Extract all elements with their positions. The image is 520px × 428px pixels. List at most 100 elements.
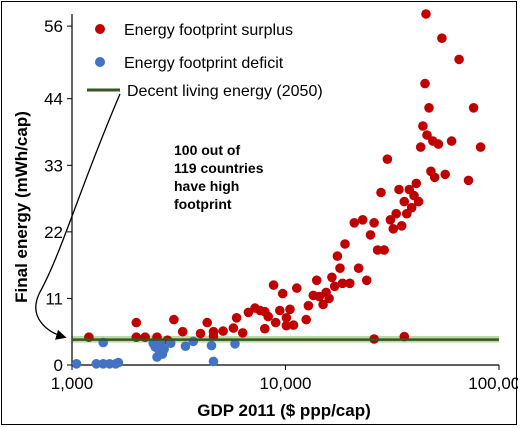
surplus-point — [421, 9, 431, 19]
deficit-point — [208, 356, 219, 367]
annotation-line-3: have high — [174, 178, 239, 194]
surplus-point — [369, 218, 379, 228]
y-tick-label: 33 — [44, 156, 63, 175]
deficit-point — [180, 341, 191, 352]
surplus-point — [285, 304, 295, 315]
annotation-arrow — [35, 93, 121, 340]
y-axis-title: Final energy (mWh/cap) — [12, 111, 31, 303]
surplus-point — [415, 142, 426, 152]
deficit-point — [91, 359, 102, 369]
legend-surplus-label: Energy footprint surplus — [124, 22, 293, 39]
surplus-point — [357, 215, 368, 225]
surplus-point — [424, 103, 434, 113]
legend-surplus-marker — [95, 24, 105, 34]
y-tick-label: 11 — [45, 289, 63, 308]
surplus-point — [292, 283, 302, 293]
surplus-point — [327, 272, 337, 283]
surplus-point — [446, 136, 457, 146]
surplus-point — [231, 313, 242, 323]
y-tick-label: 0 — [54, 356, 63, 375]
deficit-point — [113, 357, 124, 368]
surplus-point — [394, 184, 404, 195]
surplus-point — [281, 320, 292, 331]
surplus-point — [418, 121, 428, 131]
surplus-point — [131, 317, 142, 328]
surplus-point — [324, 293, 334, 304]
x-tick-label: 1,000 — [51, 374, 94, 393]
surplus-point — [345, 278, 355, 289]
surplus-point — [277, 288, 288, 299]
surplus-point — [440, 169, 451, 180]
legend: Energy footprint surplus Energy footprin… — [87, 22, 323, 100]
surplus-point — [318, 299, 328, 310]
deficit-point — [206, 340, 217, 351]
surplus-point — [429, 172, 440, 183]
surplus-point — [303, 300, 314, 311]
surplus-point — [382, 154, 393, 164]
surplus-point — [202, 317, 212, 328]
deficit-point — [230, 339, 240, 349]
surplus-point — [388, 224, 399, 234]
surplus-point — [288, 320, 299, 330]
legend-deficit-marker — [95, 57, 105, 67]
surplus-point — [376, 187, 386, 198]
y-tick-label: 56 — [44, 17, 63, 36]
surplus-point — [270, 317, 281, 328]
surplus-point — [361, 275, 372, 286]
surplus-point — [337, 278, 348, 289]
annotation-line-2: 119 countries — [174, 160, 264, 176]
surplus-point — [391, 208, 402, 219]
surplus-point — [260, 323, 270, 334]
surplus-point — [437, 33, 447, 43]
annotation-line-1: 100 out of — [174, 142, 240, 158]
surplus-point — [340, 239, 350, 249]
surplus-point — [413, 196, 424, 207]
surplus-point — [411, 178, 422, 189]
surplus-point — [169, 314, 179, 325]
annotation-line-4: footprint — [174, 196, 232, 212]
surplus-point — [335, 263, 345, 274]
legend-deficit-label: Energy footprint deficit — [124, 55, 284, 72]
deficit-point — [71, 359, 82, 369]
surplus-point — [353, 263, 364, 274]
surplus-point — [237, 328, 248, 338]
surplus-point — [329, 281, 340, 292]
surplus-point — [311, 275, 322, 286]
surplus-point — [275, 305, 285, 316]
deficit-point — [188, 336, 199, 347]
surplus-point — [332, 251, 343, 261]
surplus-point — [399, 196, 410, 207]
surplus-point — [228, 323, 239, 333]
surplus-point — [301, 314, 312, 325]
surplus-point — [372, 245, 383, 255]
surplus-point — [281, 313, 292, 323]
surplus-point — [365, 230, 376, 240]
annotation-note: 100 out of 119 countries have high footp… — [174, 142, 264, 212]
x-axis-title: GDP 2011 ($ ppp/cap) — [197, 401, 371, 420]
surplus-point — [454, 54, 464, 65]
surplus-point — [475, 142, 486, 152]
surplus-point — [177, 326, 188, 337]
surplus-point — [379, 245, 390, 255]
surplus-point — [268, 280, 279, 290]
surplus-point — [422, 130, 432, 140]
surplus-point — [420, 78, 430, 89]
surplus-point — [349, 218, 360, 228]
legend-reference-label: Decent living energy (2050) — [127, 83, 323, 100]
deficit-point — [159, 344, 169, 355]
x-tick-label: 100,000 — [468, 374, 518, 393]
x-tick-label: 10,000 — [260, 374, 312, 393]
surplus-point — [396, 221, 407, 231]
surplus-point — [263, 311, 274, 322]
surplus-point — [463, 175, 474, 186]
surplus-point — [218, 326, 228, 336]
surplus-point — [195, 328, 206, 339]
y-tick-label: 44 — [44, 90, 63, 109]
surplus-point — [433, 139, 444, 149]
surplus-point — [468, 103, 479, 113]
surplus-point — [406, 202, 417, 213]
y-tick-label: 22 — [44, 223, 63, 242]
surplus-point — [385, 215, 396, 225]
